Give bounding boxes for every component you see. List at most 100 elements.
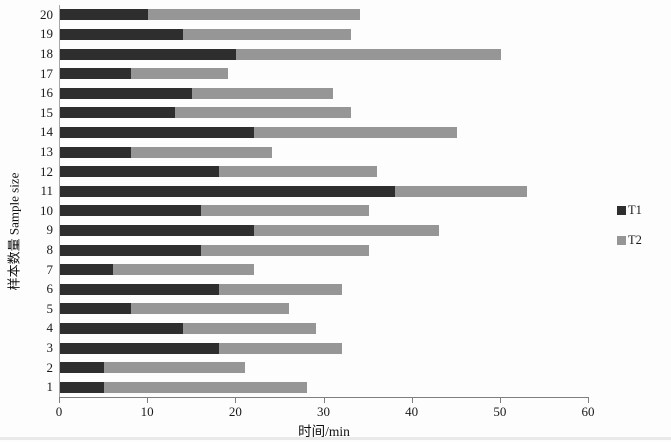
t1-segment	[60, 205, 202, 217]
t1-segment	[60, 381, 105, 393]
bar-row	[60, 68, 228, 80]
bar-row	[60, 381, 307, 393]
y-tick-label: 11	[40, 183, 53, 199]
y-tick-label: 3	[46, 340, 54, 355]
y-tick-label: 7	[46, 261, 54, 277]
t1-segment	[60, 185, 396, 197]
bar-row	[60, 185, 528, 197]
t2-segment	[236, 48, 501, 60]
t1-segment	[60, 146, 131, 158]
x-tick-mark	[588, 398, 589, 403]
t1-segment	[60, 68, 131, 80]
t1-segment	[60, 342, 219, 354]
x-tick-label: 10	[140, 404, 154, 419]
bar-row	[60, 224, 440, 236]
bar-row	[60, 48, 501, 60]
y-tick-label: 1	[46, 379, 54, 395]
y-tick-label: 12	[40, 163, 53, 179]
t1-segment	[60, 264, 113, 276]
x-tick-mark	[235, 398, 237, 403]
t2-segment	[218, 342, 343, 354]
t2-segment	[112, 264, 254, 276]
t2-segment	[395, 185, 528, 197]
t2-segment	[148, 9, 360, 21]
legend-item-t1: T1	[617, 203, 642, 217]
bar-row	[60, 244, 369, 256]
y-tick-label: 4	[46, 320, 54, 336]
bar-row	[60, 9, 360, 21]
y-tick-label: 8	[46, 242, 54, 257]
t1-segment	[60, 9, 149, 21]
y-tick-label: 5	[46, 300, 54, 316]
y-tick-label: 15	[40, 104, 53, 120]
t1-segment	[60, 107, 175, 119]
bar-row	[60, 342, 343, 354]
y-tick-label: 20	[40, 6, 53, 22]
t1-segment	[60, 126, 254, 138]
t2-swatch	[617, 235, 626, 245]
x-tick-mark	[323, 398, 325, 403]
t2-segment	[183, 322, 316, 334]
t1-segment	[60, 303, 131, 315]
legend-label-t2: T2	[628, 232, 642, 247]
bar-row	[60, 362, 246, 374]
t2-segment	[104, 381, 307, 393]
x-tick-label: 60	[581, 404, 595, 419]
t1-segment	[60, 362, 105, 374]
x-tick-mark	[59, 398, 60, 403]
t2-segment	[253, 126, 457, 138]
bar-row	[60, 322, 316, 334]
x-tick-mark	[499, 398, 501, 403]
x-tick-label: 0	[55, 404, 63, 419]
y-tick-label: 9	[46, 222, 54, 238]
y-tick-label: 2	[46, 359, 54, 375]
t1-segment	[60, 322, 184, 334]
y-tick-label: 14	[40, 124, 53, 140]
t2-segment	[201, 244, 369, 256]
t1-segment	[60, 283, 219, 295]
t2-segment	[253, 224, 440, 236]
x-tick-label: 30	[317, 404, 330, 419]
y-tick-label: 19	[40, 26, 53, 42]
t2-segment	[130, 146, 272, 158]
x-tick-label: 40	[405, 404, 419, 419]
bar-row	[60, 28, 351, 40]
bar-row	[60, 107, 351, 119]
x-tick-mark	[147, 398, 149, 403]
t1-swatch	[617, 205, 626, 215]
bar-row	[60, 205, 369, 217]
t2-segment	[201, 205, 369, 217]
y-tick-label: 10	[40, 202, 53, 218]
t1-segment	[60, 28, 184, 40]
bar-row	[60, 264, 254, 276]
t2-segment	[183, 28, 351, 40]
t1-segment	[60, 87, 193, 99]
bar-row	[60, 166, 378, 178]
t2-segment	[104, 362, 246, 374]
x-axis-title: 时间/min	[298, 424, 350, 439]
legend-label-t1: T1	[628, 202, 642, 217]
y-tick-label: 16	[40, 85, 53, 101]
t2-segment	[130, 68, 228, 80]
t2-segment	[218, 283, 343, 295]
x-axis-line	[59, 397, 589, 398]
x-tick-mark	[411, 398, 413, 403]
y-tick-label: 17	[40, 65, 53, 81]
x-tick-label: 50	[493, 404, 507, 419]
t2-segment	[130, 303, 290, 315]
y-axis-line	[59, 5, 60, 397]
bar-row	[60, 303, 290, 315]
t2-segment	[218, 166, 378, 178]
legend-item-t2: T2	[617, 233, 642, 247]
scan-edge-artifact	[0, 437, 671, 440]
t2-segment	[192, 87, 334, 99]
bar-row	[60, 87, 334, 99]
y-tick-label: 13	[40, 144, 53, 159]
t1-segment	[60, 166, 219, 178]
bar-row	[60, 126, 457, 138]
y-tick-label: 6	[46, 281, 54, 297]
bar-row	[60, 283, 343, 295]
x-tick-label: 20	[228, 404, 242, 419]
bar-row	[60, 146, 272, 158]
